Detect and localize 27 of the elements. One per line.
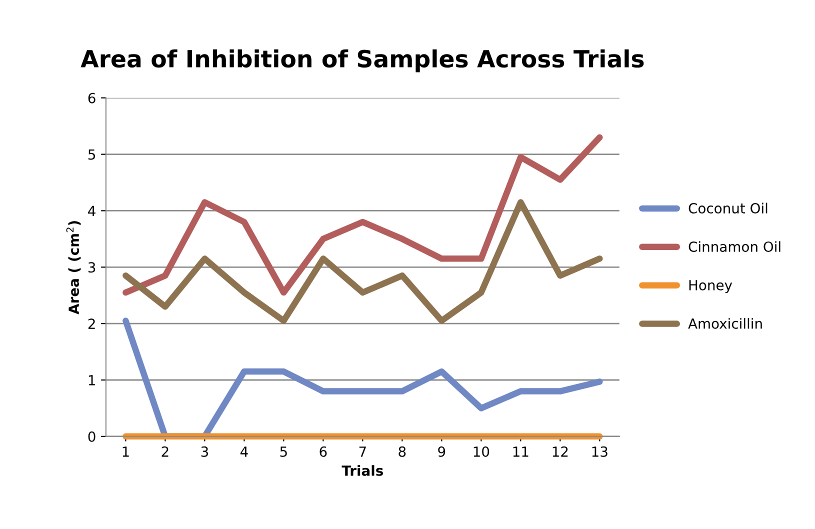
x-axis-title: Trials [342, 465, 383, 476]
x-tick-label: 2 [162, 446, 168, 457]
x-tick-label: 11 [513, 446, 528, 457]
legend-label: Amoxicillin [688, 318, 762, 329]
x-tick-label: 3 [201, 446, 208, 457]
x-tick-label: 9 [438, 446, 446, 457]
y-tick-label: 2 [88, 318, 95, 329]
y-tick-label: 5 [88, 149, 96, 160]
x-tick-label: 7 [359, 446, 366, 457]
x-tick-label: 13 [592, 446, 608, 457]
y-tick-label: 0 [88, 431, 96, 442]
y-tick-label: 3 [88, 262, 96, 273]
x-tick-label: 4 [240, 446, 248, 457]
y-tick-label: 6 [88, 92, 96, 104]
x-tick-label: 6 [320, 446, 327, 457]
y-tick-label: 1 [88, 375, 95, 386]
x-tick-label: 5 [280, 446, 287, 457]
legend-label: Coconut Oil [688, 202, 768, 214]
chart-title: Area of Inhibition of Samples Across Trials [80, 49, 644, 72]
x-tick-label: 12 [552, 446, 568, 457]
x-tick-label: 1 [122, 446, 129, 457]
legend-label: Honey [689, 280, 732, 294]
legend-label: Cinnamon Oil [688, 241, 780, 252]
y-axis-title: Area ( (cm$^{2}$) [66, 221, 81, 314]
x-tick-label: 10 [474, 446, 490, 457]
y-tick-label: 4 [88, 206, 96, 216]
x-tick-label: 8 [398, 446, 406, 457]
